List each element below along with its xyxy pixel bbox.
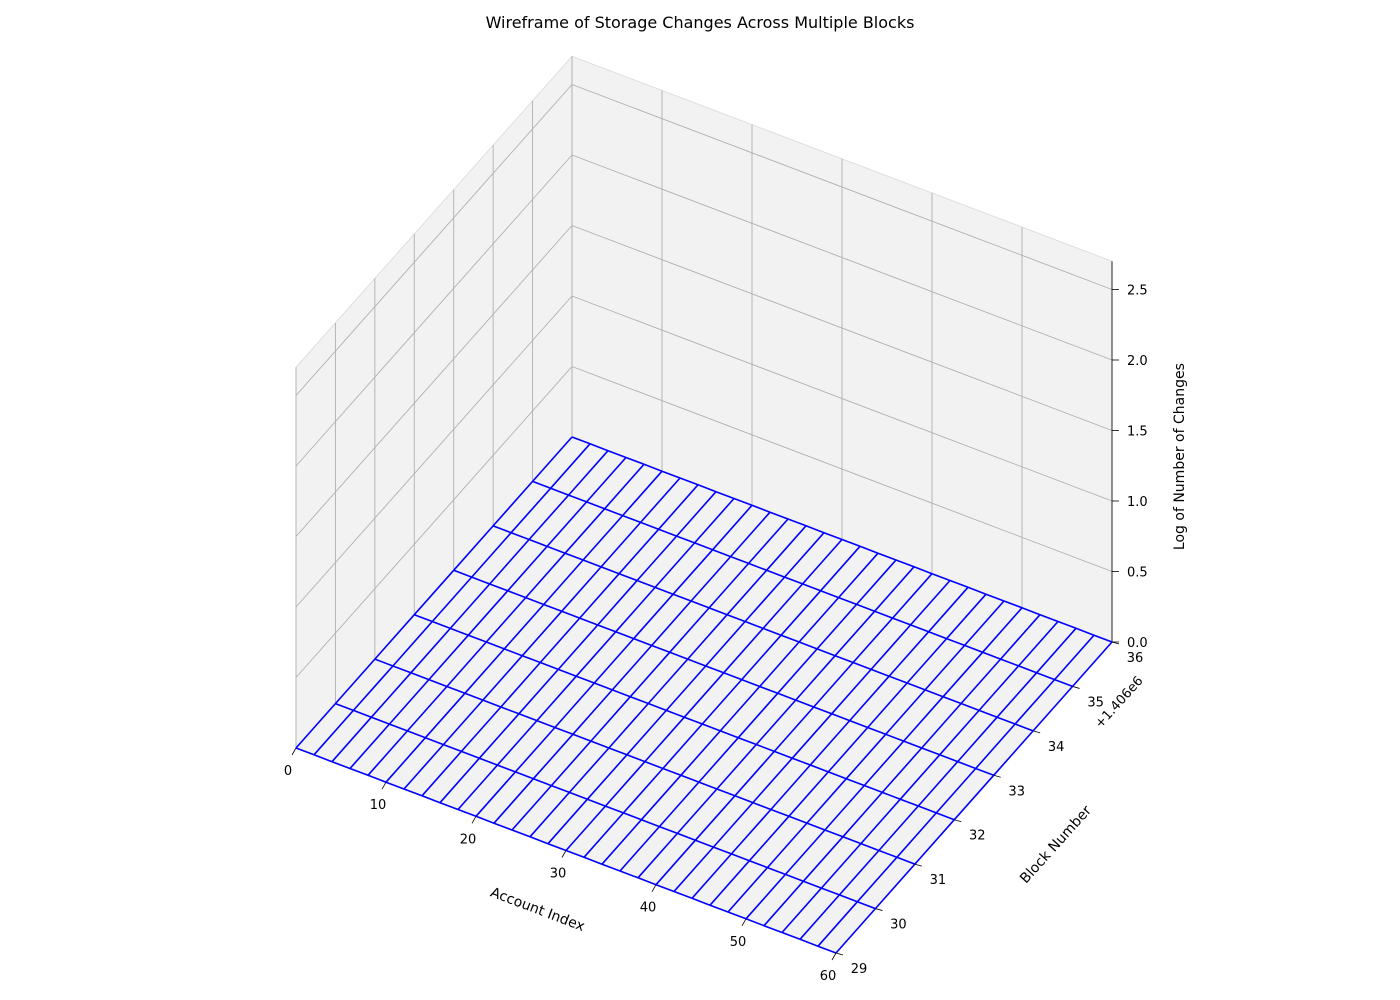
x-tick-label: 40 xyxy=(640,901,657,916)
y-tick-label: 29 xyxy=(851,962,868,977)
wire-column-line xyxy=(421,484,699,797)
wire-column-line xyxy=(709,593,987,906)
wire-column-line xyxy=(601,552,879,865)
x-tick-label: 50 xyxy=(730,935,747,950)
x-tick-label: 20 xyxy=(460,832,477,847)
wire-column-line xyxy=(655,573,933,886)
back-wall-grid-line-z xyxy=(571,366,1113,572)
wire-column-line xyxy=(475,504,753,817)
wire-column-line xyxy=(583,545,861,858)
x-tick-mark xyxy=(291,747,297,756)
tick-labels: 0 10 20 30 40 50 60 29 30 31 32 33 34 35 360.0 0.5 1.0 1.… xyxy=(284,284,1148,985)
wire-column-line xyxy=(565,538,843,852)
z-tick-label: 2.0 xyxy=(1127,354,1148,369)
y-tick-label: 35 xyxy=(1087,695,1104,710)
wire-column-line xyxy=(529,525,807,838)
y-tick-mark xyxy=(954,819,962,823)
y-tick-mark xyxy=(914,863,922,867)
x-tick-mark xyxy=(381,781,387,790)
wire-column-line xyxy=(799,627,1077,940)
z-tick-label: 1.0 xyxy=(1127,495,1148,510)
back-wall-grid-line-z xyxy=(571,154,1113,361)
y-tick-mark xyxy=(1033,730,1041,734)
x-tick-label: 10 xyxy=(370,798,387,813)
left-wall-grid-line-z xyxy=(295,225,573,537)
x-tick-mark xyxy=(471,816,477,824)
wire-column-line xyxy=(349,456,627,770)
wire-column-line xyxy=(493,511,771,824)
y-tick-mark xyxy=(993,774,1001,778)
x-tick-mark xyxy=(561,850,567,858)
back-wall-grid-line-z xyxy=(571,225,1113,431)
x-tick-label: 0 xyxy=(284,764,292,779)
x-axis-label: Account Index xyxy=(488,885,587,935)
wire-column-line xyxy=(457,497,735,811)
x-tick-label: 60 xyxy=(820,969,837,984)
wire-column-line xyxy=(439,491,717,804)
wire-column-line xyxy=(619,559,897,872)
x-tick-mark xyxy=(651,884,657,892)
y-tick-mark xyxy=(875,908,883,911)
left-wall-grid-line-z xyxy=(295,84,573,396)
wire-column-line xyxy=(835,641,1113,954)
y-tick-label: 36 xyxy=(1127,651,1144,666)
y-tick-mark xyxy=(835,952,844,956)
left-wall-grid-line-z xyxy=(295,154,573,467)
back-wall-grid-line-z xyxy=(571,295,1113,502)
y-tick-label: 33 xyxy=(1008,784,1025,799)
wire-column-line xyxy=(367,463,645,776)
x-tick-mark xyxy=(831,952,837,961)
wire-column-line xyxy=(313,443,591,756)
wire-column-line xyxy=(817,634,1095,947)
left-wall-grid-line-z xyxy=(295,366,573,678)
z-axis-label: Log of Number of Changes xyxy=(1172,363,1188,550)
wire-column-line xyxy=(403,477,681,790)
wire-column-line xyxy=(547,532,825,845)
wire-column-line xyxy=(637,566,915,879)
chart-title: Wireframe of Storage Changes Across Mult… xyxy=(486,13,915,32)
wire-column-line xyxy=(691,586,969,899)
z-tick-label: 0.0 xyxy=(1127,636,1148,651)
left-wall-grid-line-z xyxy=(295,295,573,608)
x-tick-label: 30 xyxy=(550,867,567,882)
wire-column-line xyxy=(331,450,609,763)
wire-column-line xyxy=(763,614,1041,927)
wire-column-line xyxy=(673,579,951,893)
y-tick-label: 30 xyxy=(890,918,907,933)
z-tick-label: 0.5 xyxy=(1127,566,1148,581)
wire-column-line xyxy=(511,518,789,831)
x-tick-mark xyxy=(741,918,747,927)
wire-column-line xyxy=(745,607,1023,920)
wire-column-line xyxy=(727,600,1005,913)
wireframe-surface xyxy=(295,436,1113,954)
wire-column-line xyxy=(385,470,663,783)
z-tick-label: 1.5 xyxy=(1127,425,1148,440)
y-tick-mark xyxy=(1072,686,1080,689)
back-wall-grid-line-z xyxy=(571,84,1113,290)
z-tick-label: 2.5 xyxy=(1127,284,1148,299)
wire-column-line xyxy=(781,620,1059,934)
y-tick-label: 31 xyxy=(930,873,947,888)
y-tick-label: 34 xyxy=(1048,740,1065,755)
wire-column-line xyxy=(295,436,573,749)
y-axis-label: Block Number xyxy=(1017,803,1095,887)
y-tick-label: 32 xyxy=(969,829,986,844)
